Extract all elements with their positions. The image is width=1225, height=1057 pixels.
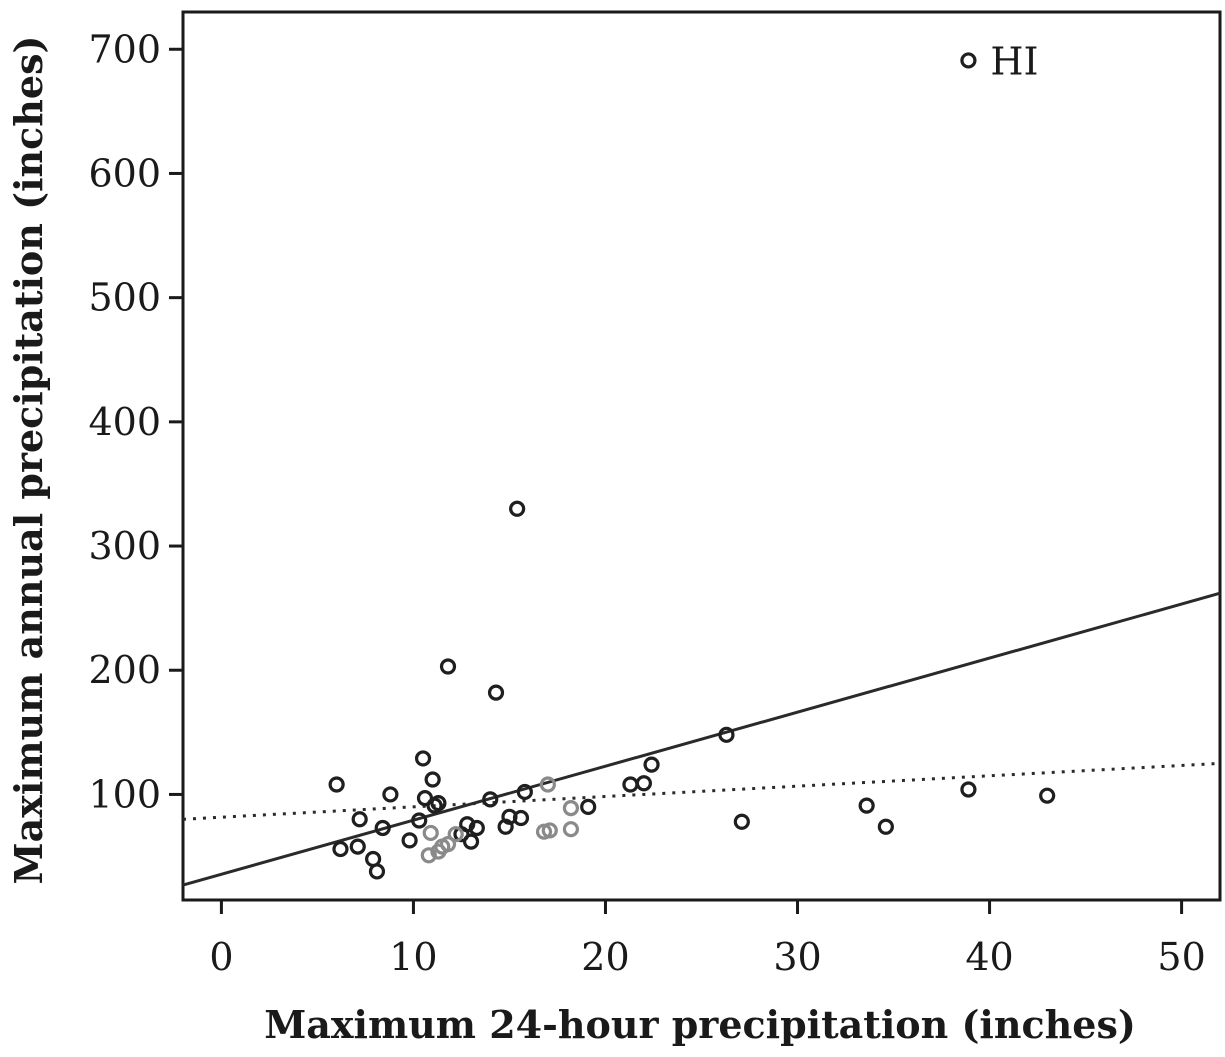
data-point	[487, 684, 505, 701]
data-point	[960, 781, 977, 798]
data-point	[468, 819, 485, 837]
data-point	[877, 818, 894, 835]
data-point	[374, 819, 391, 837]
y-axis-title: Maximum annual precipitation (inches)	[6, 36, 51, 885]
data-point	[430, 843, 447, 860]
data-point	[733, 813, 750, 830]
y-tick-label: 600	[88, 151, 161, 195]
y-tick-label: 500	[88, 276, 161, 320]
y-axis-ticks: 100 200 300 400 500 600 700	[88, 27, 183, 816]
data-point	[858, 797, 875, 814]
y-tick-label: 100	[88, 772, 161, 816]
data-point	[422, 824, 439, 842]
data-point	[332, 840, 349, 858]
x-tick-label: 0	[209, 935, 233, 979]
data-point	[635, 775, 652, 792]
data-point	[368, 863, 386, 880]
data-point	[718, 726, 735, 743]
data-point	[512, 809, 530, 827]
data-point	[516, 783, 533, 801]
data-point	[439, 658, 457, 675]
y-tick-label: 700	[88, 27, 161, 71]
data-point	[420, 847, 437, 864]
scatter-points	[328, 52, 1056, 880]
x-tick-label: 10	[389, 935, 437, 979]
data-point	[482, 791, 499, 808]
data-point	[411, 812, 428, 829]
data-point	[539, 776, 556, 793]
x-tick-label: 20	[581, 935, 629, 979]
data-point	[426, 797, 443, 814]
data-point	[328, 776, 345, 793]
data-point	[349, 838, 366, 855]
data-point	[509, 500, 526, 517]
y-tick-label: 300	[88, 524, 161, 568]
data-point	[414, 750, 432, 767]
data-point	[462, 833, 480, 850]
data-point	[424, 771, 441, 788]
data-point	[351, 811, 368, 828]
x-axis-title: Maximum 24-hour precipitation (inches)	[264, 1002, 1136, 1047]
data-point	[580, 798, 597, 815]
annotations: HI	[990, 39, 1038, 83]
x-axis-ticks: 0 10 20 30 40 50	[209, 900, 1206, 979]
annotation-label: HI	[990, 39, 1038, 83]
data-point	[643, 756, 660, 773]
trend-line-solid	[182, 591, 1221, 887]
data-point	[562, 821, 580, 838]
data-point	[401, 832, 418, 849]
data-point	[541, 822, 558, 839]
data-point	[960, 52, 977, 69]
y-tick-label: 400	[88, 400, 161, 444]
trend-lines	[182, 591, 1221, 887]
x-tick-label: 50	[1157, 935, 1205, 979]
x-tick-label: 30	[773, 935, 821, 979]
y-tick-label: 200	[88, 648, 161, 692]
data-point	[382, 786, 399, 803]
plot-frame	[181, 10, 1222, 902]
data-point	[447, 826, 464, 843]
data-point	[562, 799, 580, 817]
x-tick-label: 40	[965, 935, 1013, 979]
data-point	[497, 818, 514, 835]
data-point	[1039, 787, 1056, 804]
